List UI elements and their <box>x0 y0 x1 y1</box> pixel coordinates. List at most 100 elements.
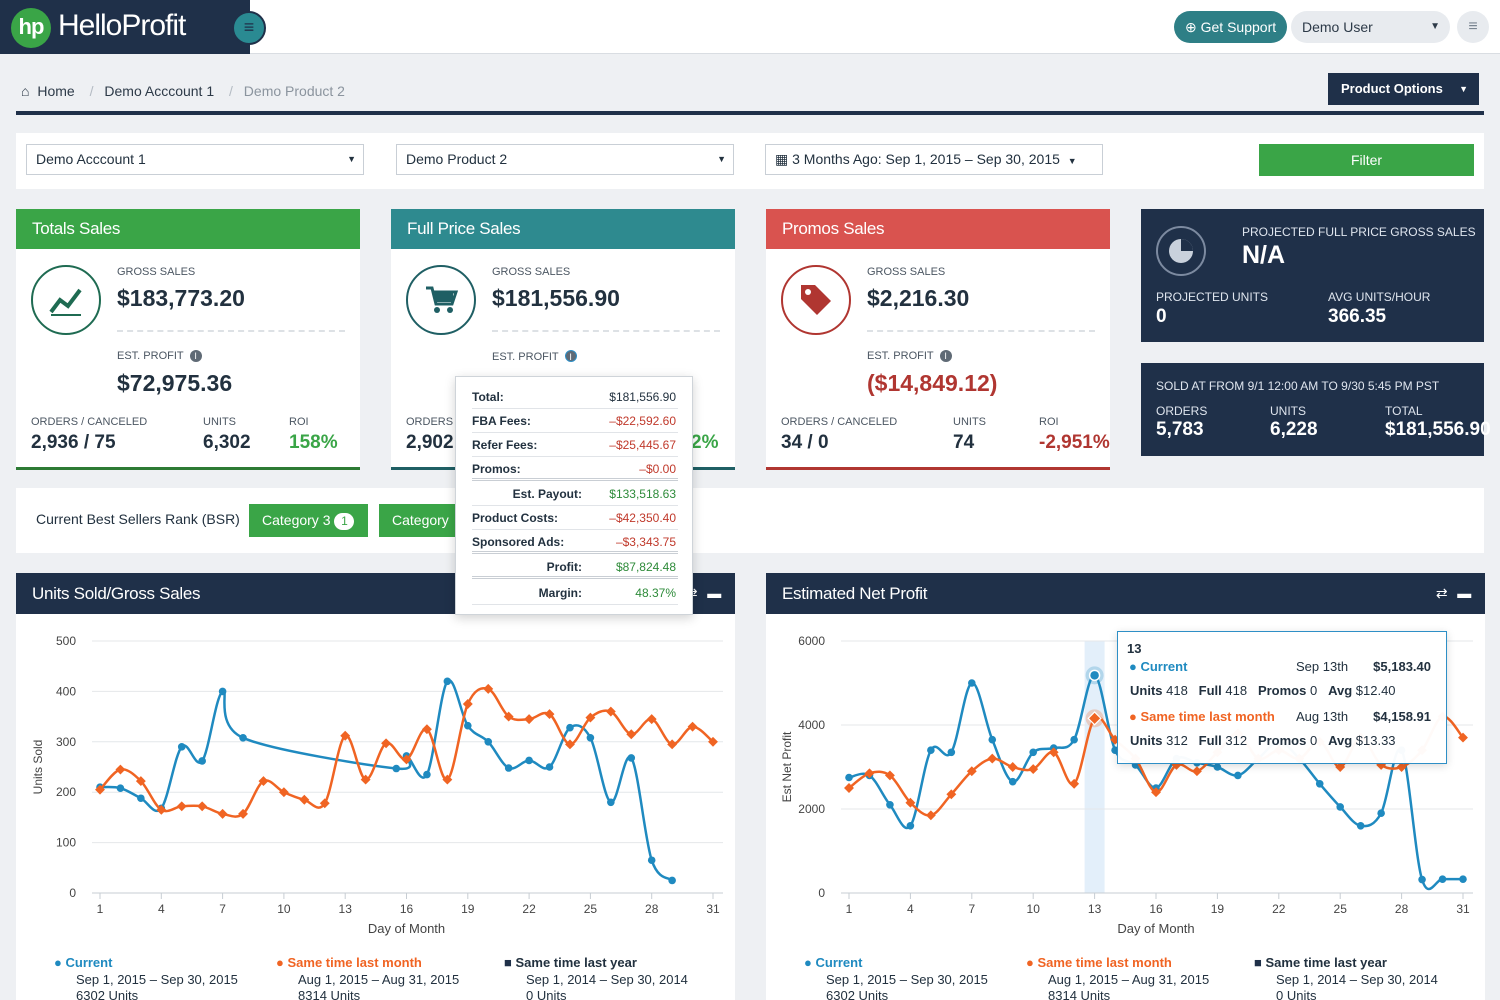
x-tick-label: 19 <box>461 902 475 916</box>
get-support-label: Get Support <box>1200 19 1277 35</box>
caret-down-icon: ▼ <box>347 154 356 164</box>
popover-row-label: Margin: <box>538 586 582 600</box>
account-select[interactable]: Demo Acccount 1 ▼ <box>26 144 364 175</box>
user-menu[interactable]: Demo User ▼ <box>1291 11 1450 43</box>
data-point <box>668 876 676 885</box>
product-select-value: Demo Product 2 <box>406 151 508 167</box>
menu-icon[interactable]: ≡ <box>1457 11 1489 43</box>
legend-item[interactable]: ● Current Sep 1, 2015 – Sep 30, 2015 6302 … <box>54 955 238 1000</box>
product-options-label: Product Options <box>1341 81 1443 96</box>
y-tick-label: 200 <box>56 785 76 799</box>
get-support-button[interactable]: ⊕ Get Support <box>1174 11 1287 43</box>
popover-row: Promos: –$0.00 <box>472 458 678 481</box>
x-tick-label: 28 <box>1395 902 1409 916</box>
units-label: UNITS <box>953 416 986 428</box>
info-icon[interactable]: i <box>564 350 577 362</box>
tooltip-last-name: ● Same time last month <box>1129 709 1275 724</box>
gross-sales-value: $183,773.20 <box>117 285 245 311</box>
units-value: 6,228 <box>1270 419 1318 440</box>
data-point <box>198 757 206 765</box>
projection-card: PROJECTED FULL PRICE GROSS SALES N/A PRO… <box>1141 209 1484 342</box>
home-icon: ⌂ <box>21 83 30 99</box>
legend-range: Sep 1, 2014 – Sep 30, 2014 <box>526 972 688 987</box>
y-tick-label: 0 <box>69 886 76 900</box>
tag-icon <box>781 265 851 335</box>
data-point <box>968 679 976 687</box>
legend-marker-icon: ■ <box>1254 955 1262 970</box>
data-point <box>1151 787 1161 798</box>
breadcrumb-home[interactable]: Home <box>37 83 75 99</box>
popover-arrow <box>568 367 584 377</box>
info-icon[interactable]: i <box>189 350 202 362</box>
roi-value: -2,951% <box>1039 432 1110 453</box>
legend-marker-icon: ● <box>276 955 284 970</box>
date-range-picker[interactable]: ▦ 3 Months Ago: Sep 1, 2015 – Sep 30, 20… <box>765 144 1103 175</box>
hamburger-icon[interactable]: ≡ <box>232 11 266 45</box>
brand-area[interactable]: hp HelloProfit <box>0 0 250 54</box>
roi-label: ROI <box>289 416 309 428</box>
data-point <box>484 738 493 746</box>
orders-label: ORDERS / CANCELED <box>781 416 898 428</box>
legend-item[interactable]: ● Same time last month Aug 1, 2015 – Aug … <box>1026 955 1209 1000</box>
x-tick-label: 7 <box>219 902 226 916</box>
legend-units: 8314 Units <box>1048 988 1111 1000</box>
product-options-button[interactable]: Product Options ▼ <box>1328 73 1479 105</box>
popover-row-label: Product Costs: <box>472 511 559 525</box>
tooltip-last-date: Aug 13th <box>1296 709 1349 724</box>
data-point <box>1029 748 1037 757</box>
x-tick-label: 10 <box>277 902 291 916</box>
avg-units-label: AVG UNITS/HOUR <box>1328 290 1431 304</box>
info-icon[interactable]: i <box>939 350 952 362</box>
y-axis-title: Est Net Profit <box>780 731 794 802</box>
data-point <box>1191 766 1202 777</box>
rank-badge: 1 <box>334 513 355 530</box>
popover-row-value: –$0.00 <box>639 462 676 476</box>
data-point <box>646 714 657 725</box>
chart-tooltip: 13 ● Current Sep 13th $5,183.40 Units 41… <box>1117 631 1447 764</box>
popover-row-value: 48.37% <box>635 586 676 600</box>
y-tick-label: 400 <box>56 684 76 698</box>
trend-chart-icon <box>31 265 101 335</box>
orders-label: ORDERS <box>1156 404 1208 418</box>
sold-period-label: SOLD AT FROM 9/1 12:00 AM TO 9/30 5:45 P… <box>1156 379 1440 393</box>
data-point <box>177 743 186 751</box>
legend-item[interactable]: ■ Same time last year Sep 1, 2014 – Sep 3… <box>1254 955 1438 1000</box>
projected-sales-value: N/A <box>1242 241 1286 269</box>
legend-name: Same time last month <box>287 955 422 970</box>
filter-bar: Demo Acccount 1 ▼ Demo Product 2 ▼ ▦ 3 M… <box>16 133 1484 189</box>
card-title: Full Price Sales <box>391 209 735 249</box>
orders-value: 2,902 <box>406 432 454 453</box>
data-point <box>401 754 412 765</box>
legend-name: Same time last year <box>515 955 637 970</box>
data-point <box>116 784 125 792</box>
y-tick-label: 500 <box>56 634 76 648</box>
filter-button[interactable]: Filter <box>1259 144 1474 176</box>
data-point <box>886 801 894 809</box>
card-footer-bar <box>16 467 360 470</box>
tooltip-current-amount: $5,183.40 <box>1373 659 1431 674</box>
data-point <box>988 735 997 744</box>
swap-icon[interactable]: ⇄ <box>1435 585 1448 601</box>
breadcrumb-account[interactable]: Demo Acccount 1 <box>104 83 215 99</box>
x-tick-label: 4 <box>158 902 165 916</box>
caret-down-icon: ▼ <box>1459 84 1468 94</box>
legend-item[interactable]: ● Same time last month Aug 1, 2015 – Aug … <box>276 955 459 1000</box>
data-point <box>987 753 998 764</box>
roi-value: 2% <box>691 432 719 453</box>
top-navbar: hp HelloProfit ≡ ⊕ Get Support Demo User… <box>0 0 1500 54</box>
breadcrumb: ⌂ Home / Demo Acccount 1 / Demo Product … <box>21 83 345 99</box>
pie-chart-icon <box>1156 226 1206 276</box>
product-select[interactable]: Demo Product 2 ▼ <box>396 144 734 175</box>
legend-item[interactable]: ● Current Sep 1, 2015 – Sep 30, 2015 6302 … <box>804 955 988 1000</box>
sold-summary-card: SOLD AT FROM 9/1 12:00 AM TO 9/30 5:45 P… <box>1141 363 1491 456</box>
data-point <box>845 773 853 782</box>
gross-sales-label: GROSS SALES <box>867 266 946 278</box>
legend-item[interactable]: ■ Same time last year Sep 1, 2014 – Sep 3… <box>504 955 688 1000</box>
popover-row-label: Profit: <box>546 560 582 574</box>
calendar-icon: ▦ <box>775 151 789 167</box>
data-point <box>525 756 533 765</box>
minimize-icon[interactable]: ▬ <box>707 585 721 601</box>
minimize-icon[interactable]: ▬ <box>1457 585 1471 601</box>
data-point <box>504 764 513 772</box>
